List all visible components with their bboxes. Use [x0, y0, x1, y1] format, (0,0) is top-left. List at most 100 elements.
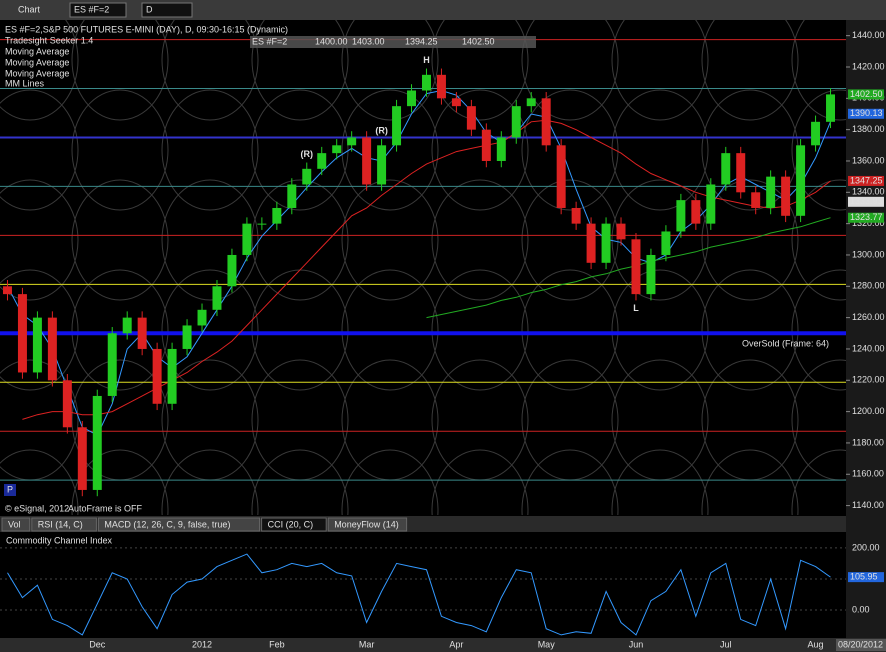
candle-body	[197, 309, 207, 326]
quote-symbol: ES #F=2	[252, 36, 287, 46]
candle-body	[152, 348, 162, 404]
interval-input[interactable]	[141, 2, 193, 18]
candle-body	[541, 98, 551, 146]
tab[interactable]	[261, 517, 327, 532]
pattern-circle	[161, 20, 259, 121]
pattern-circle	[611, 269, 709, 391]
pattern-circle	[71, 179, 169, 301]
y-tick-label: 1420.00	[852, 61, 885, 71]
overlay: ES #F=2,S&P 500 FUTURES E-MINI (DAY), D,…	[1, 24, 886, 651]
candle-body	[107, 333, 117, 396]
pattern-circle	[521, 449, 619, 515]
candle-body	[766, 176, 776, 208]
candle-body	[721, 153, 731, 185]
date-axis	[0, 638, 886, 652]
tab-label: Vol	[8, 519, 21, 529]
candle-body	[272, 207, 282, 224]
chart-title: ES #F=2,S&P 500 FUTURES E-MINI (DAY), D,…	[5, 24, 288, 34]
y-tick-label: 1220.00	[852, 375, 885, 385]
quote-box	[250, 36, 536, 48]
indicator-label: MM Lines	[5, 78, 45, 88]
pattern-circle	[71, 449, 169, 515]
quote-value: 1394.25	[405, 36, 438, 46]
pattern-circle	[251, 449, 349, 515]
y-tick-label: 1140.00	[852, 500, 884, 510]
candle-body	[212, 286, 222, 310]
symbol: ES #F=2	[74, 4, 109, 14]
pattern-circle	[521, 179, 619, 301]
price-marker-label: 1347.25	[850, 175, 883, 185]
candle-body	[451, 98, 461, 107]
candle-body	[496, 137, 506, 161]
candle-body	[796, 145, 806, 216]
candle-body	[601, 223, 611, 263]
badge[interactable]	[4, 484, 16, 496]
candle-body	[586, 223, 596, 263]
tab[interactable]	[1, 517, 31, 532]
pattern-circle	[0, 269, 79, 391]
quote-value: 1400.00	[315, 36, 348, 46]
pattern-circle	[71, 20, 169, 121]
y-tick-label: 0.00	[852, 604, 870, 614]
tab[interactable]	[31, 517, 97, 532]
pattern-circle	[0, 449, 79, 515]
pattern-circle	[431, 20, 529, 121]
candle-body	[32, 317, 42, 373]
y-tick-label: 1440.00	[852, 30, 885, 40]
pattern-circle	[251, 179, 349, 301]
y-tick-label: 1280.00	[852, 281, 885, 291]
candle-body	[392, 106, 402, 146]
candle-body	[317, 153, 327, 169]
y-tick-label: 1180.00	[852, 437, 884, 447]
pattern-circle	[791, 269, 846, 391]
pattern-circle	[161, 269, 259, 391]
quote-value: 1403.00	[352, 36, 385, 46]
candle-body	[736, 153, 746, 193]
price-axis	[846, 20, 886, 638]
price-marker	[848, 572, 884, 583]
indicator-label: Tradesight Seeker 1.4	[5, 35, 93, 45]
x-tick-label: Dec	[89, 639, 106, 649]
annotation: (R)	[375, 125, 388, 135]
candle-body	[167, 348, 177, 404]
candle-body	[62, 380, 72, 428]
candle-body	[466, 106, 476, 130]
autoframe: AutoFrame is OFF	[68, 503, 143, 513]
candle-body	[122, 317, 132, 334]
candle-body	[17, 294, 27, 373]
candle-body	[571, 207, 581, 224]
candle-body	[646, 254, 656, 295]
quote-value: 1402.50	[462, 36, 495, 46]
tab-label: MACD (12, 26, C, 9, false, true)	[104, 519, 230, 529]
price-marker	[848, 108, 884, 119]
y-tick-label: 1300.00	[852, 249, 885, 259]
candle-body	[781, 176, 791, 216]
pattern-circle	[341, 89, 439, 211]
candle-body	[751, 192, 761, 208]
candle-body	[706, 184, 716, 224]
cci-title: Commodity Channel Index	[6, 535, 113, 545]
tab[interactable]	[97, 517, 261, 532]
candle-body	[362, 137, 372, 185]
tab[interactable]	[327, 517, 408, 532]
candle-body	[137, 317, 147, 349]
pattern-circle	[701, 20, 799, 121]
candle-body	[77, 427, 87, 490]
price-marker-label: 1323.77	[850, 212, 883, 222]
price-marker	[848, 196, 884, 207]
price-marker	[848, 175, 884, 186]
candle-body	[511, 106, 521, 138]
date-box	[836, 639, 886, 651]
y-tick-label: 1160.00	[852, 469, 884, 479]
legend-entry: Moving Average	[5, 68, 69, 78]
candle-body	[616, 223, 626, 240]
candle-body	[676, 200, 686, 232]
price-marker-label: 1390.13	[850, 108, 883, 118]
symbol-input[interactable]	[69, 2, 127, 18]
pattern-circle	[0, 89, 79, 211]
pattern-circle	[791, 179, 846, 301]
candle-body	[302, 168, 312, 185]
candle-body	[407, 90, 417, 107]
candle-body	[421, 74, 431, 91]
pattern-circle	[71, 89, 169, 211]
